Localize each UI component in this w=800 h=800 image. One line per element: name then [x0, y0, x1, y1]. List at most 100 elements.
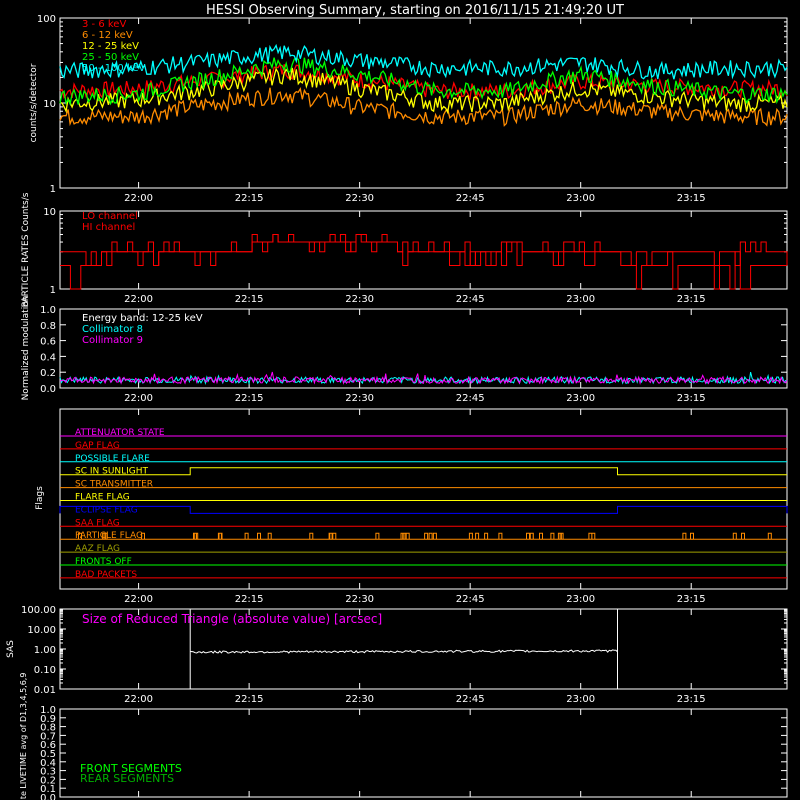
series-line — [60, 234, 788, 266]
flag-line — [60, 467, 787, 476]
legend-rear-segments: REAR SEGMENTS — [80, 772, 174, 785]
sas-series — [189, 609, 618, 689]
livetime-panel: Mon. Rate LIVETIME avg of D1,3,4,5,6,9 0… — [19, 673, 788, 800]
count-rates-legend: 3 - 6 keV 6 - 12 keV 12 - 25 keV 25 - 50… — [82, 19, 146, 74]
flag-label: BAD PACKETS — [75, 570, 137, 580]
flag-label: FRONTS OFF — [75, 557, 132, 567]
particle-rates-ylabel: PARTICLE RATES Counts/s — [21, 192, 31, 307]
y-tick-label: 1 — [50, 285, 56, 296]
time-tick-label: 22:45 — [456, 393, 485, 404]
series-line — [59, 371, 788, 385]
y-tick-label: 100 — [37, 14, 56, 25]
particle-rates-frame — [59, 210, 788, 290]
y-tick-label: 0.2 — [40, 368, 56, 379]
flags-frame — [59, 408, 788, 590]
modulation-panel: Normalized modulation 22:00 22:15 22:30 22:… — [21, 296, 788, 404]
sas-ylabel: SAS — [6, 640, 16, 658]
flag-label: FLARE FLAG — [75, 493, 130, 503]
flags-panel: Flags 22:00 22:15 22:30 22:45 23:00 23:15 ATT… — [35, 408, 788, 605]
time-tick-label: 23:00 — [566, 193, 595, 204]
series-line — [59, 86, 788, 127]
flag-line — [60, 532, 787, 540]
time-tick-label: 23:15 — [677, 294, 706, 305]
flag-label: AAZ FLAG — [75, 544, 120, 554]
y-tick-label: 0.3 — [40, 767, 56, 778]
particle-rates-ticks: 22:00 22:15 22:30 22:45 23:00 23:15 1 10 — [43, 207, 787, 305]
legend-collimator-8: Collimator 8 — [82, 324, 143, 335]
figure-title: HESSI Observing Summary, starting on 201… — [206, 3, 624, 18]
time-tick-label: 22:30 — [345, 594, 374, 605]
time-tick-label: 22:30 — [345, 294, 374, 305]
particle-rates-panel: PARTICLE RATES Counts/s 22:00 22:15 22:30 2… — [21, 192, 788, 307]
legend-hi-channel: HI channel — [82, 222, 135, 233]
time-tick-label: 23:00 — [566, 694, 595, 705]
y-tick-label: 0.10 — [34, 665, 56, 676]
time-tick-label: 22:30 — [345, 694, 374, 705]
time-tick-label: 23:15 — [677, 193, 706, 204]
sas-panel: SAS 22:00 22:15 22:30 22:45 23:00 23:15 0.01 0.… — [6, 605, 788, 705]
flag-label: SC IN SUNLIGHT — [75, 467, 149, 477]
modulation-ticks: 22:00 22:15 22:30 22:45 23:00 23:15 0.0 0.2 0.4 0… — [40, 305, 787, 404]
legend-collimator-9: Collimator 9 — [82, 335, 143, 346]
time-tick-label: 23:00 — [566, 393, 595, 404]
count-rates-ylabel: counts/s/detector — [29, 63, 39, 142]
y-tick-label: 0.0 — [40, 793, 56, 800]
time-tick-label: 22:00 — [124, 193, 153, 204]
y-tick-label: 0.4 — [40, 352, 56, 363]
count-rates-frame — [59, 17, 788, 189]
time-tick-label: 22:00 — [124, 393, 153, 404]
y-tick-label: 1.00 — [34, 645, 56, 656]
y-tick-label: 1 — [50, 184, 56, 195]
flags-lines: ATTENUATOR STATE GAP FLAG POSSIBLE FLARE SC… — [59, 428, 788, 580]
time-tick-label: 23:00 — [566, 594, 595, 605]
count-rates-panel: counts/s/detector 22:00 22:15 22:30 22:45 23… — [29, 14, 788, 204]
time-tick-label: 23:15 — [677, 393, 706, 404]
flag-label: ATTENUATOR STATE — [75, 428, 165, 438]
y-tick-label: 0.6 — [40, 337, 56, 348]
legend-3-6-kev: 3 - 6 keV — [82, 19, 126, 30]
series-line — [59, 67, 788, 115]
livetime-ylabel: Mon. Rate LIVETIME avg of D1,3,4,5,6,9 — [19, 673, 28, 800]
count-rates-ticks: 22:00 22:15 22:30 22:45 23:00 23:15 1 10 100 — [37, 14, 787, 204]
legend-25-50-kev: 25 - 50 keV — [82, 52, 139, 63]
time-tick-label: 22:00 — [124, 294, 153, 305]
time-tick-label: 22:15 — [235, 594, 264, 605]
series-line — [189, 609, 618, 689]
time-tick-label: 22:00 — [124, 594, 153, 605]
y-tick-label: 10 — [43, 207, 56, 218]
y-tick-label: 0.01 — [34, 685, 56, 696]
count-rates-series — [59, 43, 788, 127]
y-tick-label: 0.5 — [40, 749, 56, 760]
y-tick-label: 1.0 — [40, 705, 56, 716]
y-tick-label: 10 — [43, 99, 56, 110]
time-tick-label: 22:15 — [235, 193, 264, 204]
time-tick-label: 22:45 — [456, 294, 485, 305]
series-line — [59, 43, 788, 80]
y-tick-label: 0.6 — [40, 740, 56, 751]
legend-front-segments: FRONT SEGMENTS — [80, 762, 182, 775]
legend-50-100-kev: 50 - 100 keV — [82, 63, 146, 74]
flag-label: ECLIPSE FLAG — [75, 505, 138, 515]
series-line — [60, 234, 787, 290]
flags-ticks: 22:00 22:15 22:30 22:45 23:00 23:15 — [124, 409, 706, 605]
time-tick-label: 22:45 — [456, 694, 485, 705]
y-tick-label: 100.00 — [21, 605, 56, 616]
time-tick-label: 22:30 — [345, 393, 374, 404]
y-tick-label: 0.4 — [40, 758, 56, 769]
sas-ticks: 22:00 22:15 22:30 22:45 23:00 23:15 0.01 0.10 1.… — [21, 605, 787, 705]
livetime-ticks: 0.00.10.20.30.40.50.60.70.80.91.0 — [40, 705, 787, 800]
flag-line — [59, 505, 788, 514]
legend-6-12-kev: 6 - 12 keV — [82, 30, 133, 41]
y-tick-label: 0.8 — [40, 321, 56, 332]
sas-annotation: Size of Reduced Triangle (absolute value… — [82, 612, 382, 626]
modulation-series — [59, 371, 788, 386]
time-tick-label: 22:45 — [456, 594, 485, 605]
y-tick-label: 1.0 — [40, 305, 56, 316]
y-tick-label: 0.8 — [40, 723, 56, 734]
flag-label: SC TRANSMITTER — [75, 480, 153, 490]
flag-label: SAA FLAG — [75, 518, 120, 528]
y-tick-label: 0.9 — [40, 714, 56, 725]
time-tick-label: 23:15 — [677, 694, 706, 705]
modulation-frame — [59, 308, 788, 389]
